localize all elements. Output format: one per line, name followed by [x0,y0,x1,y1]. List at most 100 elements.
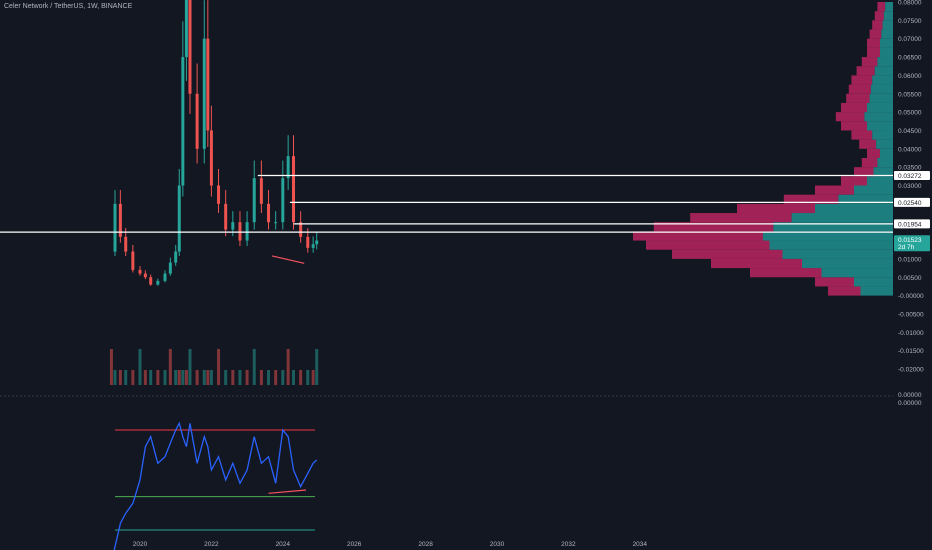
candle-body [113,203,117,252]
volume-bar [156,370,160,385]
profile-bar-down [711,258,802,269]
volume-bar [206,370,210,385]
profile-bar-down [815,277,854,287]
candle-body [299,222,303,237]
price-axis: 0.08000 0.07500 0.07000 0.06500 0.06000 0.055… [893,0,932,550]
profile-bar-up [860,286,893,296]
price-tick-label: 0.03500 [898,165,922,172]
chart-title: Celer Network / TetherUS, 1W, BINANCE [4,3,133,10]
profile-bar-up [821,268,893,278]
volume-bar [245,370,249,385]
profile-bar-up [882,20,893,30]
profile-bar-up [791,213,893,223]
volume-bar [217,349,221,385]
profile-bar-up [883,11,893,21]
volume-bar [202,370,206,385]
price-tag-label: 0.02540 [898,200,922,207]
price-tag [894,219,930,229]
volume-bar [113,370,117,385]
candle-body [231,222,235,230]
profile-bar-down [861,57,878,67]
profile-bar-up [870,84,893,94]
candle-body [177,185,181,252]
profile-bar-down [848,84,871,94]
profile-bar-down [750,268,822,278]
candle-body [209,130,213,186]
profile-bar-up [873,167,893,177]
profile-bar-up [872,75,893,85]
profile-bar-down [841,102,867,113]
profile-bar-down [846,93,870,103]
volume-bar [299,370,303,385]
axis-background [893,0,932,550]
price-tag-label: 0.01523 [898,237,922,244]
price-tick-label: 0.04500 [898,128,922,135]
volume-bar [315,349,319,385]
price-candles [113,0,319,286]
candle-body [143,273,147,278]
profile-bar-down [867,47,880,58]
profile-bar-up [877,57,893,67]
candle-body [168,262,172,274]
price-tag-label: 0.01954 [898,221,922,228]
volume-bar [174,370,178,385]
price-tag [894,171,930,181]
candle-body [118,203,122,237]
candle-body [311,244,315,248]
profile-bar-down [737,203,815,214]
volume-bar [109,349,113,385]
volume-bars [0,349,893,397]
price-tick-label: 0.05000 [898,110,922,117]
price-tick-label: 0.00500 [898,275,922,282]
price-tick-label: 0.03000 [898,183,922,190]
profile-bar-down [835,112,865,122]
candle-body [217,185,221,204]
profile-bar-down [783,194,839,204]
separator-tick-label: 0.00000 [898,400,922,407]
profile-bar-down [861,157,878,168]
candle-body [124,236,128,252]
profile-bar-up [880,38,893,48]
candle-body [245,222,249,241]
volume-bar [184,370,188,385]
candle-body [156,280,160,285]
volume-bar [231,370,235,385]
profile-bar-down [633,231,763,241]
profile-bar-up [867,176,893,186]
candle-body [224,203,228,230]
profile-bar-down [672,249,783,259]
profile-bar-up [802,258,893,269]
volume-bar [118,370,122,385]
profile-bar-up [876,139,893,149]
price-tick-label: 0.07000 [898,36,922,43]
separator-tick-label: 0.00000 [898,392,922,399]
volume-profile [633,2,893,296]
price-tick-label: 0.06500 [898,55,922,62]
price-tick-label: 0.08000 [898,0,922,7]
profile-bar-down [872,20,883,30]
price-tick-label: -0.01000 [898,330,924,337]
volume-bar [281,370,285,385]
time-tick-label: 2034 [633,541,648,548]
profile-bar-down [815,185,854,195]
profile-bar-up [763,231,893,241]
profile-bar-up [815,203,893,214]
time-tick-label: 2032 [561,541,576,548]
time-tick-label: 2028 [418,541,433,548]
profile-bar-up [880,148,893,158]
profile-bar-down [841,176,867,186]
time-tick-label: 2024 [276,541,291,548]
candle-body [184,0,188,58]
price-tick-label: 0.06000 [898,73,922,80]
candle-body [206,38,210,131]
volume-bar [143,370,147,385]
volume-bar [131,370,135,385]
profile-bar-down [690,213,792,223]
candle-body [188,0,192,94]
volume-bar [311,370,315,385]
profile-bar-up [773,222,893,232]
profile-bar-up [885,2,893,12]
candle-body [138,269,142,274]
time-tick-label: 2022 [204,541,219,548]
